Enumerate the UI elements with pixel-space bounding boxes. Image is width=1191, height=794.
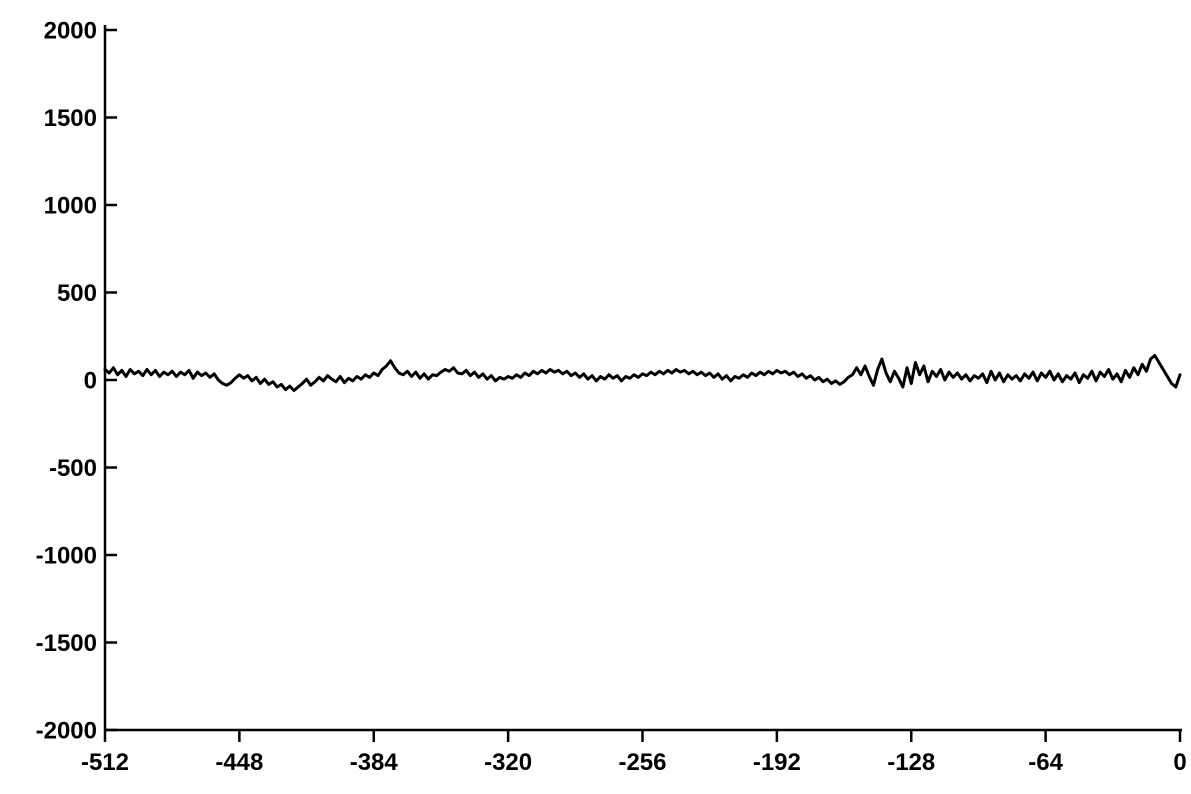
x-tick-label: -448 xyxy=(215,749,263,776)
x-tick-label: -128 xyxy=(887,749,935,776)
chart-svg: -2000 -1500 -1000 -500 0 500 1000 1500 2000 -512 -… xyxy=(0,0,1191,794)
y-tick-label: -1000 xyxy=(36,542,97,569)
y-tick-label: 1000 xyxy=(44,192,97,219)
y-tick-label: 1500 xyxy=(44,105,97,132)
x-tick-label: -192 xyxy=(753,749,801,776)
y-tick-label: -2000 xyxy=(36,717,97,744)
y-tick-label: -1500 xyxy=(36,630,97,657)
x-tick-label: -256 xyxy=(618,749,666,776)
x-tick-label: -512 xyxy=(81,749,129,776)
x-tick-label: 0 xyxy=(1173,749,1186,776)
y-tick-label: 2000 xyxy=(44,17,97,44)
y-tick-label: -500 xyxy=(49,455,97,482)
x-tick-label: -320 xyxy=(484,749,532,776)
y-tick-label: 0 xyxy=(84,367,97,394)
y-tick-label: 500 xyxy=(57,280,97,307)
x-tick-label: -384 xyxy=(350,749,399,776)
chart-background xyxy=(0,0,1191,794)
x-tick-label: -64 xyxy=(1028,749,1063,776)
signal-chart: -2000 -1500 -1000 -500 0 500 1000 1500 2000 -512 -… xyxy=(0,0,1191,794)
